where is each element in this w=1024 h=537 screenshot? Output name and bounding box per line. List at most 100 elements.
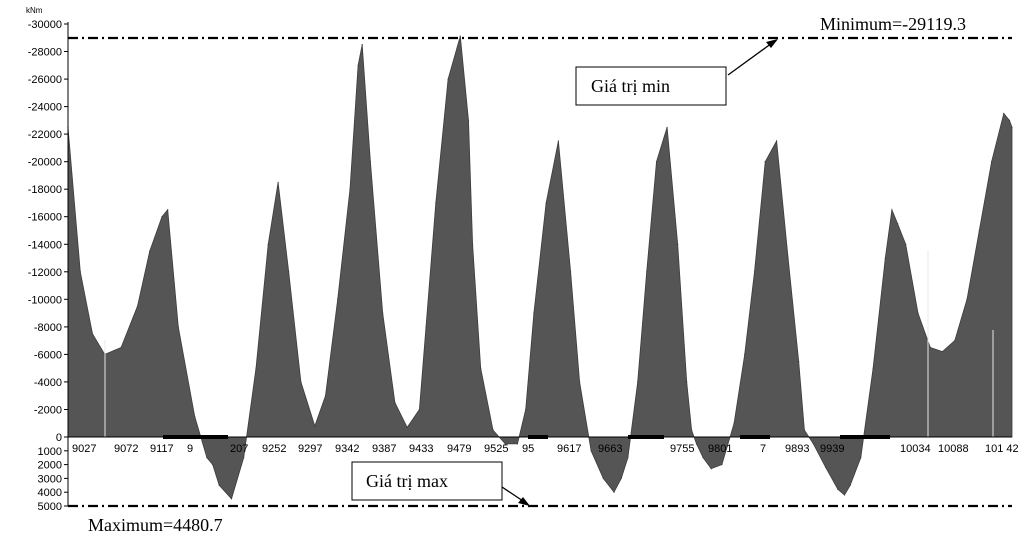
data-point [613,491,615,493]
data-point [382,312,384,314]
data-point [637,381,639,383]
data-point [337,298,339,300]
data-point [860,457,862,459]
data-point [590,450,592,452]
y-tick-label: -4000 [34,377,62,389]
data-point [978,229,980,232]
x-tick-label: 9663 [598,443,622,455]
x-tick-label: 9479 [447,443,471,455]
x-tick-label: 9939 [820,443,844,455]
x-tick-label: 9 [187,443,193,455]
y-tick-label: 4000 [38,487,62,499]
x-tick-label: 9617 [557,443,581,455]
data-point [1011,126,1013,128]
x-tick-label: 9072 [114,443,138,455]
y-tick-label: -18000 [28,184,62,196]
data-point [764,161,766,163]
data-point [1003,112,1005,115]
y-tick-label: -26000 [28,74,62,86]
data-point [627,457,629,459]
y-tick-label: -8000 [34,322,62,334]
data-point [91,333,94,335]
y-tick-label: 0 [56,432,62,444]
x-tick-label: 9433 [409,443,433,455]
data-point [161,216,163,218]
data-point [753,271,756,273]
data-point [620,477,622,479]
data-point [1008,119,1011,121]
data-point [545,202,547,204]
data-point [516,443,519,445]
max-callout-text: Giá trị max [366,471,448,491]
y-tick-label: -2000 [34,405,62,417]
x-tick-label: 9755 [670,443,694,455]
data-point [825,466,827,468]
x-tick-label: 101 42 [985,443,1019,455]
x-tick-label: 207 [230,443,248,455]
moment-area-series [67,35,1013,500]
data-point [798,360,800,362]
data-point [702,457,704,459]
data-point [991,161,993,163]
data-point [300,381,302,383]
data-point [472,243,474,245]
data-point [357,64,359,66]
x-axis: 9027 9072 9117 9 207 9252 9297 9342 9387 9433 9479… [72,443,1019,455]
data-point [288,271,290,273]
y-tick-label: -16000 [28,212,62,224]
x-tick-label: 95 [522,443,534,455]
y-tick-label: -12000 [28,267,62,279]
data-point [677,243,679,245]
x-tick-label: 9801 [708,443,732,455]
plot-area [67,35,1013,500]
data-point [666,126,668,128]
data-point [776,140,778,142]
y-tick-label: 1000 [38,446,62,458]
data-point [467,119,470,121]
data-point [655,161,658,163]
min-callout-box [575,66,727,106]
y-tick-label: -24000 [28,102,62,114]
y-tick-label: -10000 [28,294,62,306]
x-tick-label: 10088 [938,443,969,455]
data-point [897,223,899,225]
y-unit-label: kNm [26,6,43,15]
y-tick-label: -22000 [28,129,62,141]
data-point [917,312,919,314]
data-point [602,477,604,479]
min-callout-arrowhead [766,39,778,48]
data-point [891,209,893,211]
data-point [733,422,735,424]
data-point [394,402,396,404]
maximum-label: Maximum=4480.7 [88,515,223,535]
data-point [447,78,449,80]
y-tick-label: 2000 [38,460,62,472]
x-tick-label: 9525 [484,443,508,455]
data-point [691,429,693,431]
data-point [966,298,968,300]
max-callout-arrowhead [518,497,530,506]
data-point [194,415,196,417]
data-point [149,250,151,252]
data-point [369,161,371,163]
y-tick-label: 5000 [38,501,62,513]
data-point [425,326,427,328]
data-point [314,425,316,427]
data-point [812,443,815,445]
data-point [941,351,944,353]
data-point [570,271,572,273]
y-tick-label: -14000 [28,239,62,251]
data-point [843,494,846,496]
data-point [255,367,257,369]
data-point [361,44,363,46]
data-point [579,381,581,383]
minimum-label: Minimum=-29119.3 [820,14,966,34]
data-point [277,181,279,183]
data-point [492,429,494,431]
data-point [884,257,886,259]
data-point [504,443,506,445]
y-tick-label: -28000 [28,47,62,59]
x-tick-label: 7 [760,443,766,455]
min-callout-text: Giá trị min [591,76,670,96]
x-tick-label: 9297 [298,443,322,455]
